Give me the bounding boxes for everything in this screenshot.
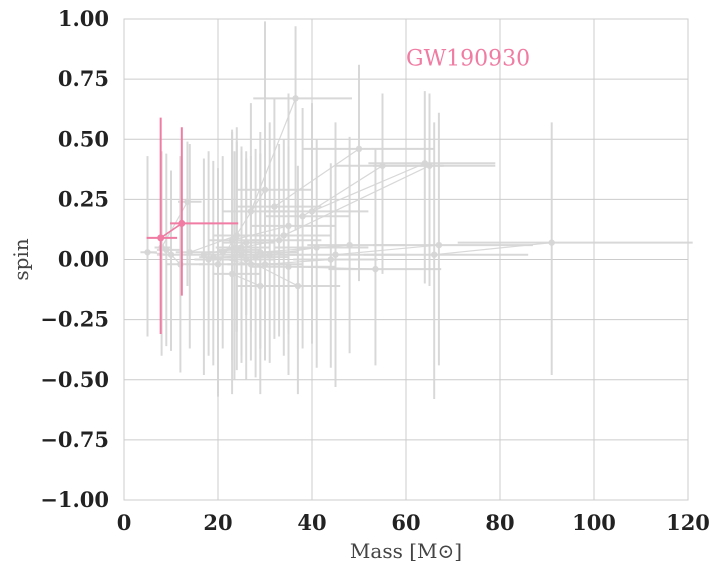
event-group bbox=[199, 156, 284, 366]
data-point bbox=[163, 246, 170, 254]
event-group bbox=[146, 117, 239, 335]
event-connector bbox=[260, 244, 350, 253]
event-group bbox=[156, 153, 204, 373]
data-point bbox=[214, 261, 222, 268]
data-point bbox=[280, 232, 287, 239]
y-axis-ticks: 1.00 0.75 0.50 0.25 0.00 −0.25 −0.50 −0.75 −1.00 bbox=[40, 6, 109, 512]
data-point bbox=[238, 244, 245, 251]
data-point bbox=[292, 95, 299, 102]
data-point bbox=[157, 234, 165, 242]
x-tick-label: 40 bbox=[297, 510, 326, 535]
data-point bbox=[247, 261, 255, 268]
x-axis-ticks: 0 20 40 60 80 100 120 bbox=[117, 510, 710, 535]
data-point bbox=[332, 251, 339, 258]
event-connector bbox=[160, 222, 183, 239]
data-point bbox=[210, 253, 217, 261]
x-axis-label: Mass [M⊙] bbox=[350, 539, 462, 563]
data-point bbox=[313, 244, 320, 251]
data-point bbox=[178, 219, 186, 227]
data-point bbox=[252, 253, 259, 261]
y-tick-label: −1.00 bbox=[40, 487, 109, 512]
data-point bbox=[435, 241, 443, 249]
y-tick-label: −0.25 bbox=[40, 307, 109, 332]
data-point bbox=[327, 256, 334, 263]
y-tick-label: 0.50 bbox=[58, 126, 109, 151]
x-tick-label: 60 bbox=[391, 510, 420, 535]
data-point bbox=[294, 282, 302, 290]
data-point bbox=[228, 237, 236, 244]
event-connector bbox=[203, 246, 235, 256]
x-tick-label: 0 bbox=[117, 510, 132, 535]
x-tick-label: 100 bbox=[572, 510, 616, 535]
event-annotation: GW190930 bbox=[406, 46, 530, 71]
x-tick-label: 80 bbox=[485, 510, 514, 535]
y-tick-label: 1.00 bbox=[58, 6, 109, 31]
data-point bbox=[285, 222, 292, 230]
data-point bbox=[299, 213, 306, 220]
data-point bbox=[271, 203, 278, 210]
data-point bbox=[144, 249, 151, 256]
event-connector bbox=[241, 239, 280, 249]
y-tick-label: 0.25 bbox=[58, 186, 109, 211]
y-tick-label: −0.50 bbox=[40, 367, 109, 392]
data-point bbox=[261, 186, 269, 193]
event-connector bbox=[165, 249, 181, 265]
data-point bbox=[257, 282, 264, 290]
event-group bbox=[208, 93, 336, 361]
y-tick-label: −0.75 bbox=[40, 427, 109, 452]
y-axis-label: spin bbox=[9, 238, 33, 280]
y-tick-label: 0.75 bbox=[58, 66, 109, 91]
data-point bbox=[431, 251, 438, 258]
x-tick-label: 20 bbox=[203, 510, 232, 535]
background-events bbox=[140, 21, 693, 399]
event-group bbox=[140, 156, 190, 351]
x-tick-label: 120 bbox=[666, 510, 710, 535]
data-point bbox=[426, 162, 433, 169]
event-connector bbox=[283, 165, 430, 236]
event-group bbox=[227, 139, 369, 378]
data-point bbox=[548, 239, 555, 246]
event-connector bbox=[213, 256, 252, 265]
highlighted-event bbox=[146, 117, 239, 335]
data-point bbox=[275, 237, 283, 244]
event-connector bbox=[255, 246, 317, 258]
y-tick-label: 0.00 bbox=[58, 247, 109, 272]
data-point bbox=[355, 145, 363, 153]
event-connector bbox=[335, 244, 439, 256]
data-point bbox=[372, 265, 379, 273]
event-connector bbox=[231, 225, 289, 241]
